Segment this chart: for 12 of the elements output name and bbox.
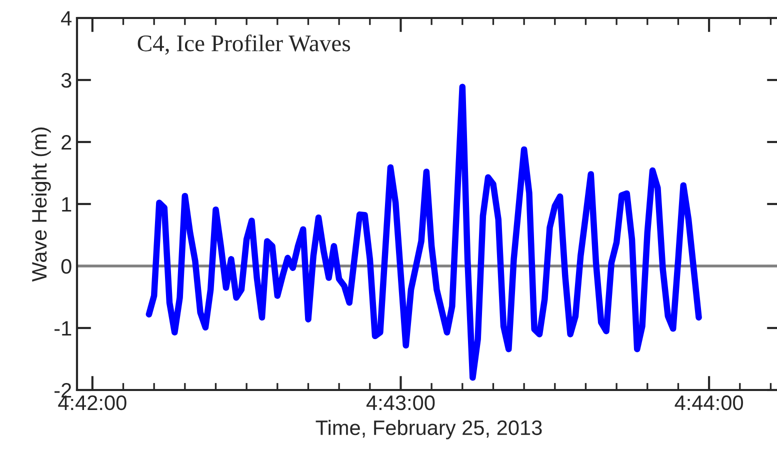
y-tick-label: 0 [61, 259, 72, 274]
y-tick-label: 4 [61, 11, 72, 26]
text: C4, Ice Profiler Waves [138, 34, 350, 55]
y-tick-label: 2 [62, 135, 72, 150]
x-tick-label: 4:43:00 [366, 395, 435, 410]
y-tick-label: 1 [62, 197, 72, 212]
x-tick-label: 4:42:00 [58, 395, 126, 410]
y-tick-label: -1 [54, 321, 72, 336]
y-axis-title: Wave Height (m) [31, 128, 51, 282]
x-axis-title: Time, February 25, 2013 [316, 420, 542, 440]
y-tick-label: 3 [61, 73, 72, 88]
x-tick-label: 4:44:00 [674, 395, 743, 410]
